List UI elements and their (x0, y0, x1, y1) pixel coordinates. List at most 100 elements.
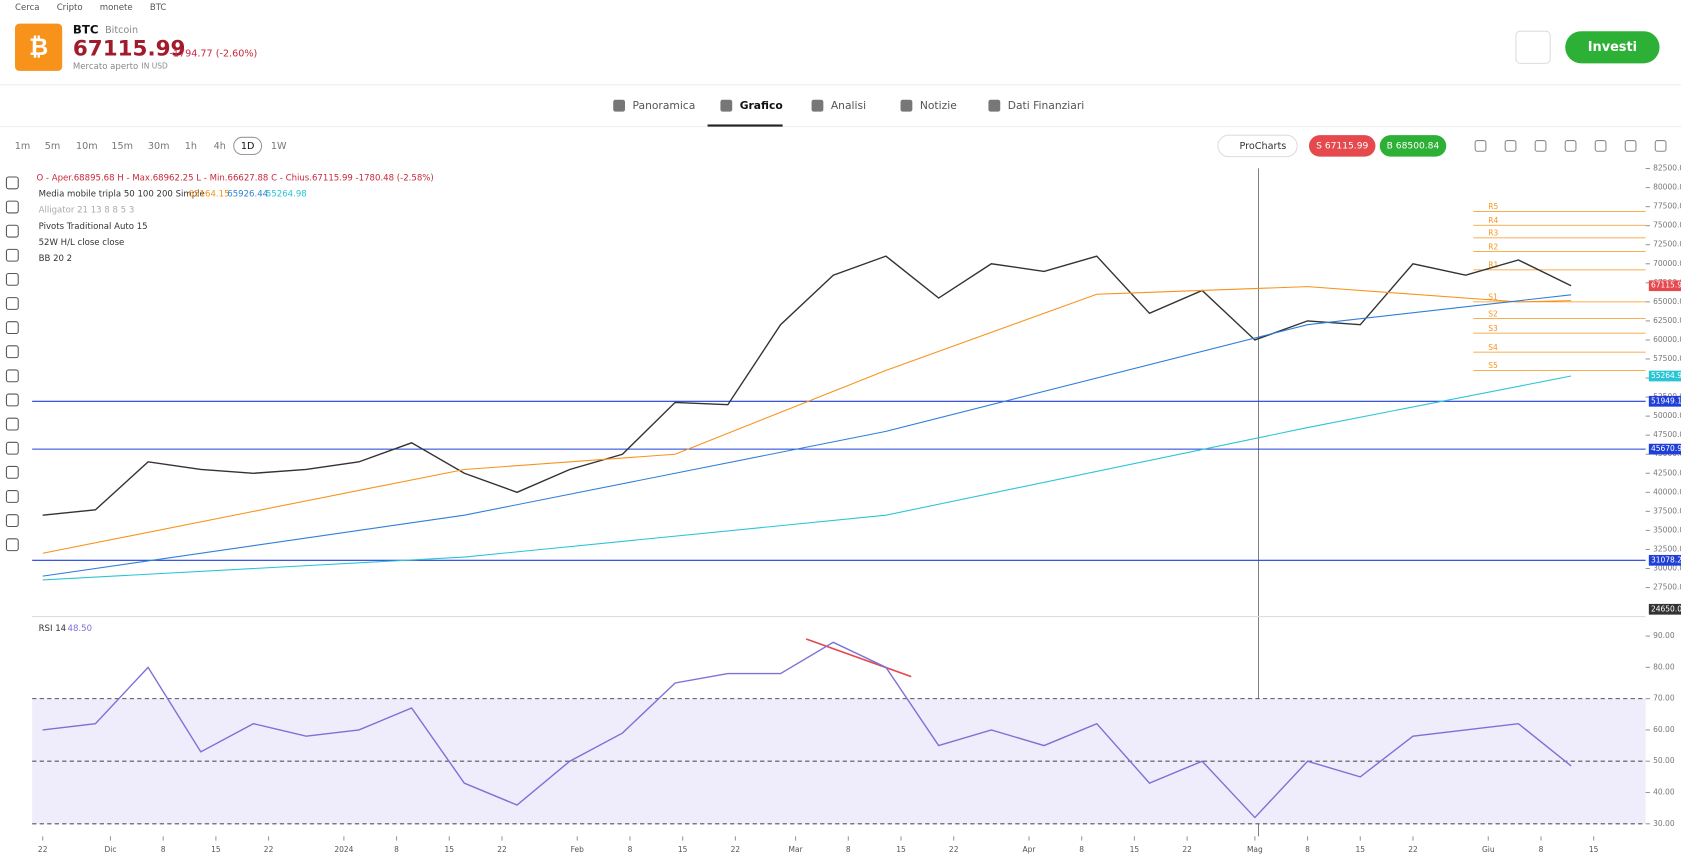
tab-icon (811, 99, 824, 112)
watchlist-button[interactable] (1515, 30, 1551, 64)
tool-icon[interactable] (5, 345, 19, 359)
pivot-label: S2 (1488, 309, 1498, 318)
rsi-title: RSI 14 (39, 624, 67, 634)
timeframe[interactable]: 1m (15, 141, 31, 152)
invest-label[interactable]: Investi (1588, 40, 1637, 55)
tool-icon[interactable] (5, 321, 19, 335)
tab[interactable]: Analisi (831, 99, 866, 112)
toolbar-icon[interactable] (1594, 140, 1607, 152)
timeframe[interactable]: 4h (214, 141, 226, 152)
pivot-label: R4 (1488, 216, 1498, 225)
x-tick-label: 8 (394, 845, 399, 854)
indicator-label: BB 20 2 (39, 254, 73, 264)
tool-icon[interactable] (5, 369, 19, 383)
tab[interactable]: Dati Finanziari (1008, 99, 1084, 112)
sell-label[interactable]: S 67115.99 (1316, 141, 1368, 151)
pivot-label: S1 (1488, 293, 1498, 302)
x-tick-label: 22 (38, 845, 48, 854)
indicator-label: Pivots Traditional Auto 15 (39, 222, 148, 232)
invest-button[interactable] (1565, 31, 1660, 64)
indicator-label: Alligator 21 13 8 8 5 3 (39, 206, 135, 216)
timeframe[interactable]: 1D (241, 141, 255, 152)
status: Mercato aperto (73, 62, 138, 72)
tab-icon (613, 99, 626, 112)
tab-icon (720, 99, 733, 112)
breadcrumb-item[interactable]: Cripto (57, 3, 83, 13)
x-tick-label: 15 (211, 845, 221, 854)
timeframe[interactable]: 5m (45, 141, 61, 152)
y-tick-label: 32500.00 (1653, 544, 1681, 553)
tool-icon[interactable] (5, 224, 19, 238)
indicator-label: 52W H/L close close (39, 238, 125, 248)
toolbar-icon[interactable] (1504, 140, 1517, 152)
timeframe[interactable]: 1h (185, 141, 197, 152)
price-box (1648, 554, 1681, 566)
timeframe[interactable]: 15m (111, 141, 133, 152)
x-tick-label: Mag (1247, 845, 1263, 854)
toolbar-icon[interactable] (1474, 140, 1487, 152)
tool-icon[interactable] (5, 465, 19, 479)
toolbar-icon[interactable] (1654, 140, 1667, 152)
tool-icon[interactable] (5, 538, 19, 552)
x-tick-label: 8 (1305, 845, 1310, 854)
breadcrumb-item[interactable]: BTC (150, 3, 167, 13)
y-tick-label: 80000.00 (1653, 183, 1681, 192)
y-tick-label: 65000.00 (1653, 297, 1681, 306)
breadcrumb-item[interactable]: Cerca (15, 3, 40, 13)
tool-icon[interactable] (5, 248, 19, 262)
ma-value: 65926.44 (227, 190, 268, 200)
price-box (1648, 280, 1681, 292)
x-tick-label: 15 (1130, 845, 1140, 854)
toolbar-icon[interactable] (1534, 140, 1547, 152)
ma-value: 65164.15 (189, 190, 230, 200)
procharts-label[interactable]: ProCharts (1240, 141, 1287, 152)
tab[interactable]: Panoramica (633, 99, 696, 112)
y-tick-label: 35000.00 (1653, 525, 1681, 534)
price-box (1648, 370, 1681, 382)
ohlc: O - Aper.68895.68 H - Max.68962.25 L - M… (36, 174, 433, 184)
series-line (42, 286, 1572, 554)
buy-button[interactable] (1379, 135, 1447, 157)
tool-icon[interactable] (5, 490, 19, 503)
price-box (1648, 443, 1681, 455)
procharts-button[interactable] (1217, 134, 1298, 158)
x-tick-label: 22 (1408, 845, 1418, 854)
tab[interactable]: Grafico (740, 99, 783, 112)
timeframe[interactable]: 30m (148, 141, 170, 152)
y-tick-label: 77500.00 (1653, 202, 1681, 211)
y-tick-label: 70000.00 (1653, 259, 1681, 268)
y-tick-label: 30.00 (1653, 819, 1675, 828)
y-tick-label: 62500.00 (1653, 316, 1681, 325)
series-line (42, 294, 1572, 577)
timeframe[interactable]: 10m (76, 141, 98, 152)
tab[interactable]: Notizie (920, 99, 957, 112)
ma-label: Media mobile tripla 50 100 200 Simple (39, 190, 205, 200)
breadcrumb-item[interactable]: monete (100, 3, 133, 13)
tool-icon[interactable] (5, 393, 19, 407)
tool-icon[interactable] (5, 441, 19, 455)
toolbar-icon[interactable] (1624, 140, 1637, 152)
tool-icon[interactable] (5, 297, 19, 310)
y-tick-label: 90.00 (1653, 631, 1675, 640)
series-line (42, 375, 1572, 581)
price-box-label: 31078.24 (1651, 555, 1681, 564)
tool-icon[interactable] (5, 176, 19, 190)
y-tick-label: 82500.00 (1653, 164, 1681, 173)
symbol: BTC (73, 23, 99, 37)
tool-icon[interactable] (5, 514, 19, 528)
y-tick-label: 27500.00 (1653, 583, 1681, 592)
sell-button[interactable] (1308, 135, 1376, 157)
toolbar-icon[interactable] (1564, 140, 1577, 152)
tool-icon[interactable] (5, 200, 19, 214)
pivot-label: R3 (1488, 229, 1498, 238)
tool-icon[interactable] (5, 272, 19, 286)
timeframe[interactable]: 1W (271, 141, 287, 152)
tool-icon[interactable] (5, 417, 19, 431)
market: IN USD (142, 62, 168, 71)
y-tick-label: 42500.00 (1653, 468, 1681, 477)
name: Bitcoin (105, 25, 138, 36)
y-tick-label: 47500.00 (1653, 430, 1681, 439)
y-tick-label: 60.00 (1653, 725, 1675, 734)
buy-label[interactable]: B 68500.84 (1387, 141, 1440, 151)
